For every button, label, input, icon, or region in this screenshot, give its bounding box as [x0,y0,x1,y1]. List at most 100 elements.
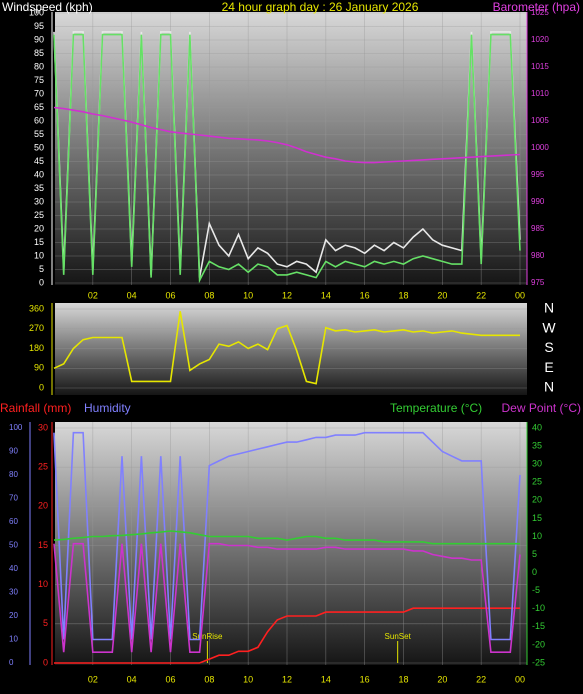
y2-tick-label: 1010 [531,89,549,98]
y-tick-label: 100 [29,7,44,17]
y2-tick-label: 1025 [531,8,549,17]
y-tick-label: 10 [38,579,48,589]
y2-tick-label: 35 [532,440,542,450]
x-tick-label: 18 [398,290,408,300]
y2-tick-label: 975 [531,278,545,287]
x-tick-label: 16 [360,674,370,684]
x-tick-label: 10 [243,674,253,684]
y2-tick-label: 985 [531,224,545,233]
y3-tick-label: 50 [9,541,18,550]
y2-tick-label: -5 [532,585,540,595]
x-tick-label: 06 [165,674,175,684]
y2-tick-label: 0 [532,567,537,577]
series-line [53,311,520,385]
x-tick-label: 18 [398,674,408,684]
plot-background [55,12,527,285]
x-tick-label: 08 [204,674,214,684]
plot-background [55,303,527,395]
y3-tick-label: 10 [9,635,18,644]
y2-tick-label: 20 [532,495,542,505]
y3-tick-label: 70 [9,494,18,503]
y-tick-label: 0 [39,382,44,392]
y3-tick-label: 80 [9,470,18,479]
y2-tick-label: 5 [532,549,537,559]
x-tick-label: 22 [476,674,486,684]
series-line [53,542,521,653]
y-tick-label: 45 [34,156,44,166]
y2-tick-label: E [544,359,553,375]
x-tick-label: 12 [282,674,292,684]
y-tick-label: 40 [34,169,44,179]
y-tick-label: 80 [34,61,44,71]
y-tick-label: 85 [34,48,44,58]
y2-tick-label: 30 [532,459,542,469]
y-tick-label: 20 [34,223,44,233]
y2-tick-label: 1005 [531,116,549,125]
y-tick-label: 55 [34,129,44,139]
x-tick-label: 10 [243,290,253,300]
y-tick-label: 0 [43,657,48,667]
series-header: Rainfall (mm) [0,401,71,415]
y-tick-label: 90 [34,34,44,44]
x-tick-label: 00 [515,290,525,300]
x-tick-label: 08 [204,290,214,300]
y-tick-label: 5 [39,264,44,274]
y-tick-label: 65 [34,102,44,112]
y2-tick-label: N [544,379,554,395]
series-line [54,607,520,664]
x-tick-label: 20 [437,290,447,300]
y-tick-label: 75 [34,75,44,85]
x-tick-label: 06 [165,290,175,300]
y-tick-label: 0 [39,277,44,287]
y-tick-label: 25 [34,210,44,220]
y3-tick-label: 40 [9,564,18,573]
header: Windspeed (kph) [2,0,93,14]
x-tick-label: 12 [282,290,292,300]
y-tick-label: 50 [34,142,44,152]
y-tick-label: 270 [29,323,44,333]
x-tick-label: 02 [88,674,98,684]
y2-tick-label: -15 [532,621,545,631]
series-header: Temperature (°C) [390,401,482,415]
y2-tick-label: 1015 [531,62,549,71]
y3-tick-label: 0 [9,658,14,667]
series-header: Humidity [84,401,131,415]
y2-tick-label: 10 [532,531,542,541]
annotation: SunSet [385,632,412,641]
y2-tick-label: 980 [531,251,545,260]
x-tick-label: 16 [360,290,370,300]
y-tick-label: 5 [43,618,48,628]
y-tick-label: 95 [34,21,44,31]
y2-tick-label: S [544,339,553,355]
y-tick-label: 20 [38,501,48,511]
y3-tick-label: 100 [9,423,23,432]
y2-tick-label: 40 [532,422,542,432]
x-tick-label: 02 [88,290,98,300]
x-tick-label: 04 [127,674,137,684]
y-tick-label: 10 [34,250,44,260]
y-tick-label: 60 [34,115,44,125]
y2-tick-label: 1000 [531,143,549,152]
y3-tick-label: 20 [9,611,18,620]
y2-tick-label: -25 [532,657,545,667]
y2-tick-label: W [542,319,556,335]
series-line [53,106,521,164]
series-line [53,33,521,284]
y2-tick-label: N [544,300,554,316]
series-header: Dew Point (°C) [502,401,581,415]
y-tick-label: 180 [29,343,44,353]
y2-tick-label: 995 [531,170,545,179]
y2-tick-label: -20 [532,639,545,649]
y-tick-label: 30 [38,422,48,432]
series-line [53,431,521,641]
y2-tick-label: 25 [532,477,542,487]
y-tick-label: 90 [34,363,44,373]
annotation: SunRise [192,632,223,641]
y-tick-label: 25 [38,462,48,472]
y-tick-label: 35 [34,183,44,193]
y-tick-label: 360 [29,303,44,313]
x-tick-label: 04 [127,290,137,300]
y2-tick-label: 15 [532,513,542,523]
